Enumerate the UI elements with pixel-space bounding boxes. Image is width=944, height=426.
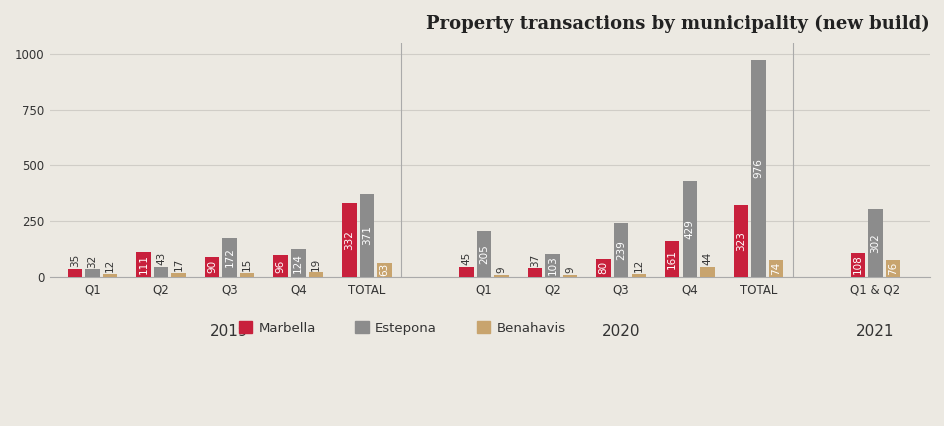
Bar (545, 254, 559, 276)
Bar (342, 203, 356, 276)
Text: 111: 111 (138, 254, 148, 274)
Text: 172: 172 (225, 248, 234, 268)
Bar (240, 273, 254, 276)
Text: 15: 15 (242, 258, 252, 271)
Bar (682, 181, 697, 276)
Text: 124: 124 (293, 253, 303, 273)
Text: 45: 45 (461, 252, 471, 265)
Bar (885, 260, 900, 276)
Text: 76: 76 (887, 262, 897, 275)
Text: 302: 302 (869, 233, 880, 253)
Text: 43: 43 (156, 252, 166, 265)
Bar (171, 273, 186, 276)
Text: 2021: 2021 (855, 324, 894, 339)
Text: 976: 976 (752, 158, 763, 178)
Text: 74: 74 (770, 262, 780, 275)
Bar (459, 267, 473, 276)
Bar (700, 267, 714, 276)
Bar (476, 231, 491, 276)
Text: 239: 239 (615, 240, 626, 260)
Text: 37: 37 (530, 253, 539, 267)
Bar (360, 194, 374, 276)
Bar (309, 272, 323, 276)
Bar (665, 241, 679, 276)
Bar (614, 224, 628, 276)
Text: 103: 103 (547, 255, 557, 275)
Legend: Marbella, Estepona, Benahavis: Marbella, Estepona, Benahavis (233, 316, 570, 340)
Bar (596, 259, 610, 276)
Bar (563, 275, 577, 276)
Text: 32: 32 (87, 254, 97, 268)
Text: 44: 44 (701, 252, 712, 265)
Bar (850, 253, 864, 276)
Text: 63: 63 (379, 263, 389, 276)
Bar (273, 255, 288, 276)
Text: 332: 332 (344, 230, 354, 250)
Bar (527, 268, 542, 276)
Bar (85, 270, 99, 276)
Bar (136, 252, 150, 276)
Text: Property transactions by municipality (new build): Property transactions by municipality (n… (426, 15, 929, 33)
Text: 35: 35 (70, 254, 79, 267)
Bar (154, 267, 168, 276)
Text: 371: 371 (362, 225, 372, 245)
Bar (868, 210, 882, 276)
Text: 19: 19 (311, 257, 321, 271)
Bar (750, 60, 765, 276)
Bar (733, 205, 748, 276)
Bar (768, 260, 783, 276)
Bar (103, 274, 117, 276)
Text: 80: 80 (598, 261, 608, 274)
Bar (494, 275, 508, 276)
Bar (222, 239, 237, 276)
Text: 12: 12 (633, 259, 643, 272)
Text: 2019: 2019 (211, 324, 248, 339)
Bar (205, 256, 219, 276)
Text: 12: 12 (105, 259, 115, 272)
Bar (291, 249, 305, 276)
Text: 2020: 2020 (601, 324, 640, 339)
Text: 90: 90 (207, 260, 217, 273)
Text: 9: 9 (565, 266, 575, 273)
Text: 323: 323 (735, 231, 745, 250)
Text: 17: 17 (174, 258, 183, 271)
Bar (631, 274, 646, 276)
Text: 429: 429 (684, 219, 694, 239)
Text: 205: 205 (479, 244, 488, 264)
Bar (377, 262, 392, 276)
Text: 9: 9 (496, 266, 506, 273)
Text: 96: 96 (276, 259, 285, 273)
Text: 161: 161 (666, 249, 677, 269)
Bar (68, 269, 82, 276)
Text: 108: 108 (851, 255, 862, 274)
